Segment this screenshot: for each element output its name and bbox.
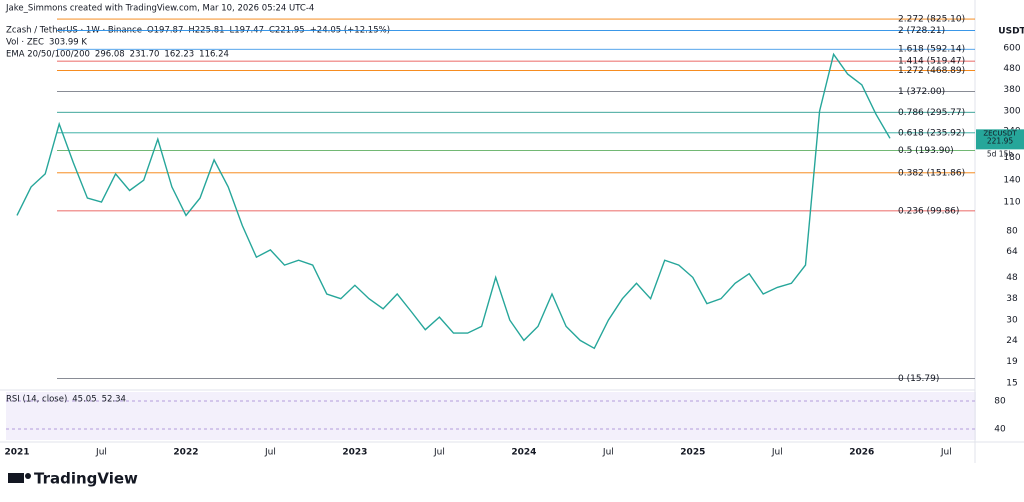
footer	[0, 463, 1024, 502]
legend-text: Vol · ZEC	[6, 38, 44, 48]
fib-label: 0.618 (235.92)	[898, 128, 965, 138]
countdown: 5d 15h	[987, 149, 1013, 158]
fib-label: 2 (728.21)	[898, 26, 945, 36]
fib-label: 0.786 (295.77)	[898, 108, 965, 118]
x-tick-label: 2025	[680, 448, 705, 458]
fib-label: 2.272 (825.10)	[898, 15, 965, 25]
fib-label: 0.382 (151.86)	[898, 168, 965, 178]
legend-text: 116.24	[199, 50, 229, 60]
brand: TradingView	[34, 470, 138, 488]
fib-label: 0 (15.79)	[898, 374, 939, 384]
x-tick-label: 2021	[4, 448, 29, 458]
x-tick-label: Jul	[602, 448, 614, 458]
x-tick-label: 2022	[173, 448, 198, 458]
x-tick-label: Jul	[771, 448, 783, 458]
fib-label: 1.618 (592.14)	[898, 45, 965, 55]
y-tick-label: 24	[1006, 336, 1018, 346]
currency: USDT	[998, 27, 1024, 37]
price-line	[16, 52, 891, 350]
rsi-tick-label: 40	[994, 425, 1006, 435]
price-tag-value: 221.95	[987, 136, 1013, 145]
y-tick-label: 80	[1006, 227, 1018, 237]
logo-mark	[8, 473, 24, 483]
fib-label: 1.414 (519.47)	[898, 57, 965, 67]
x-tick-label: Jul	[264, 448, 276, 458]
y-tick-label: 15	[1006, 379, 1017, 389]
fib-label: 0.5 (193.90)	[898, 146, 954, 156]
fib-label: 0.236 (99.86)	[898, 206, 959, 216]
y-tick-label: 480	[1003, 64, 1020, 74]
y-tick-label: 140	[1003, 176, 1020, 186]
y-tick-label: 30	[1006, 316, 1018, 326]
y-tick-label: 380	[1003, 85, 1020, 95]
price-tag-symbol: ZECUSDT	[983, 129, 1017, 137]
y-tick-label: 64	[1006, 247, 1018, 257]
rsi-pane	[6, 392, 976, 440]
y-tick-label: 38	[1006, 294, 1018, 304]
legend-text: 296.08	[95, 50, 125, 60]
rsi-tick-label: 80	[994, 397, 1006, 407]
price-tag	[976, 129, 1024, 150]
credit: Jake_Simmons created with TradingView.co…	[5, 4, 314, 14]
y-tick-label: 180	[1003, 153, 1020, 163]
rsi-legend: RSI (14, close)	[6, 395, 67, 405]
y-tick-label: 19	[1006, 357, 1018, 367]
x-tick-label: 2023	[342, 448, 367, 458]
y-tick-label: 600	[1003, 44, 1020, 54]
logo-mark	[25, 473, 31, 479]
brand-logo: TradingView	[8, 470, 138, 488]
y-tick-label: 48	[1006, 273, 1018, 283]
x-tick-label: Jul	[95, 448, 107, 458]
rsi-legend: 45.05	[72, 395, 96, 405]
x-tick-label: 2024	[511, 448, 536, 458]
x-tick-label: Jul	[940, 448, 952, 458]
legend-text: 231.70	[130, 50, 160, 60]
x-tick-label: Jul	[433, 448, 445, 458]
fib-label: 1.272 (468.89)	[898, 66, 965, 76]
y-tick-label: 300	[1003, 106, 1020, 116]
fib-label: 1 (372.00)	[898, 87, 945, 97]
rsi-legend: 52.34	[102, 395, 126, 405]
legend-text: 162.23	[164, 50, 194, 60]
x-tick-label: 2026	[849, 448, 874, 458]
legend-text: EMA 20/50/100/200	[6, 50, 90, 60]
legend-text: 303.99 K	[49, 38, 87, 48]
y-tick-label: 110	[1003, 198, 1020, 208]
